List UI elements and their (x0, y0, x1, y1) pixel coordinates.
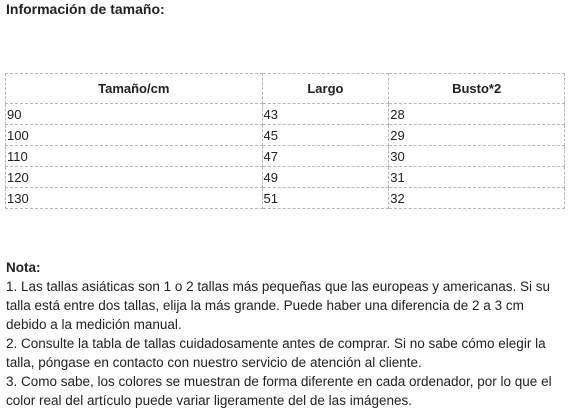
size-cell: 100 (5, 124, 263, 146)
bust-cell: 28 (388, 103, 565, 125)
note-item-asian-sizes: 1. Las tallas asiáticas son 1 o 2 tallas… (6, 279, 551, 332)
column-header-length: Largo (261, 73, 390, 104)
bust-cell: 30 (388, 145, 565, 167)
table-row: 90 43 28 (5, 103, 565, 125)
size-cell: 120 (5, 166, 263, 188)
length-cell: 47 (261, 145, 390, 167)
length-cell: 45 (261, 124, 390, 146)
bust-cell: 32 (388, 187, 565, 209)
table-row: 110 47 30 (5, 145, 565, 167)
size-cell: 90 (5, 103, 263, 125)
length-cell: 51 (261, 187, 390, 209)
note-title: Nota: (6, 260, 41, 275)
size-cell: 130 (5, 187, 263, 209)
bust-cell: 29 (388, 124, 565, 146)
size-info-heading: Información de tamaño: (6, 1, 165, 17)
table-row: 130 51 32 (5, 187, 565, 209)
table-header-row: Tamaño/cm Largo Busto*2 (5, 73, 565, 104)
column-header-size: Tamaño/cm (5, 73, 263, 104)
note-item-size-chart: 2. Consulte la tabla de tallas cuidadosa… (6, 336, 546, 370)
size-cell: 110 (5, 145, 263, 167)
table-row: 120 49 31 (5, 166, 565, 188)
table-row: 100 45 29 (5, 124, 565, 146)
size-chart-table: Tamaño/cm Largo Busto*2 90 43 28 100 45 … (5, 73, 565, 209)
bust-cell: 31 (388, 166, 565, 188)
length-cell: 49 (261, 166, 390, 188)
note-item-colors: 3. Como sabe, los colores se muestran de… (6, 374, 552, 408)
column-header-bust: Busto*2 (388, 73, 565, 104)
length-cell: 43 (261, 103, 390, 125)
note-section: Nota: 1. Las tallas asiáticas son 1 o 2 … (6, 258, 566, 410)
